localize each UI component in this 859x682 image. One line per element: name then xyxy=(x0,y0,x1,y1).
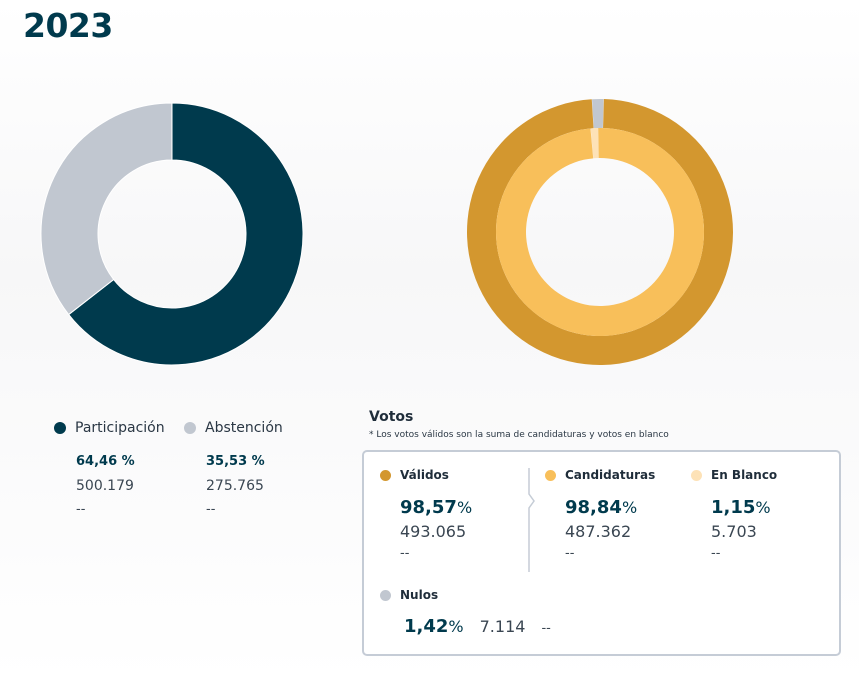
candidaturas-cell: Candidaturas 98,84% 487.362 -- xyxy=(545,468,656,561)
bracket-divider xyxy=(528,468,535,572)
participation-slice-abstenci-n xyxy=(40,102,173,316)
nulos-dash: -- xyxy=(541,621,551,636)
en-blanco-pct: 1,15% xyxy=(711,497,771,518)
nulos-label: Nulos xyxy=(400,588,439,602)
nulos-dot xyxy=(380,589,391,601)
en-blanco-count: 5.703 xyxy=(711,522,757,541)
validos-count: 493.065 xyxy=(400,522,467,541)
nulos-cell: Nulos xyxy=(380,588,438,602)
participacion-count: 500.179 xyxy=(76,478,134,494)
votos-title: Votos xyxy=(369,409,414,425)
votes-outer-slice-nulos xyxy=(592,99,604,129)
validos-dot xyxy=(380,469,391,481)
validos-pct: 98,57% xyxy=(400,497,473,518)
nulos-pct: 1,42% xyxy=(404,616,464,637)
year-title: 2023 xyxy=(23,6,113,45)
nulos-count: 7.114 xyxy=(479,617,526,636)
en-blanco-dot xyxy=(691,469,702,481)
validos-dash: -- xyxy=(400,546,410,561)
candidaturas-pct: 98,84% xyxy=(565,497,638,518)
nulos-values: 1,42% 7.114 -- xyxy=(404,616,551,637)
legend-participacion: Participación 64,46 % 500.179 -- xyxy=(54,420,165,517)
candidaturas-label: Candidaturas xyxy=(565,468,656,482)
participacion-pct: 64,46 % xyxy=(76,454,135,469)
abstencion-dot xyxy=(184,422,196,434)
en-blanco-dash: -- xyxy=(711,546,721,561)
abstencion-label: Abstención xyxy=(205,420,283,436)
votos-note: * Los votos válidos son la suma de candi… xyxy=(369,430,669,440)
participacion-label: Participación xyxy=(75,420,165,436)
participacion-dot xyxy=(54,422,66,434)
participation-slice-participaci-n xyxy=(68,102,304,366)
candidaturas-count: 487.362 xyxy=(565,522,632,541)
validos-cell: Válidos 98,57% 493.065 -- xyxy=(380,468,472,561)
participation-donut-chart xyxy=(40,102,304,366)
votos-panel: Válidos 98,57% 493.065 -- Candidaturas 9… xyxy=(362,450,841,656)
votes-inner-slice-en-blanco xyxy=(590,128,599,159)
abstencion-pct: 35,53 % xyxy=(206,454,265,469)
en-blanco-cell: En Blanco 1,15% 5.703 -- xyxy=(691,468,778,561)
validos-label: Válidos xyxy=(400,468,449,482)
abstencion-dash: -- xyxy=(206,502,216,517)
legend-abstencion: Abstención 35,53 % 275.765 -- xyxy=(184,420,283,517)
votes-inner-slice-candidaturas xyxy=(496,128,705,336)
votes-donut-chart xyxy=(467,99,733,365)
en-blanco-label: En Blanco xyxy=(711,468,778,482)
candidaturas-dot xyxy=(545,469,556,481)
abstencion-count: 275.765 xyxy=(206,478,264,494)
participacion-dash: -- xyxy=(76,502,86,517)
candidaturas-dash: -- xyxy=(565,546,575,561)
